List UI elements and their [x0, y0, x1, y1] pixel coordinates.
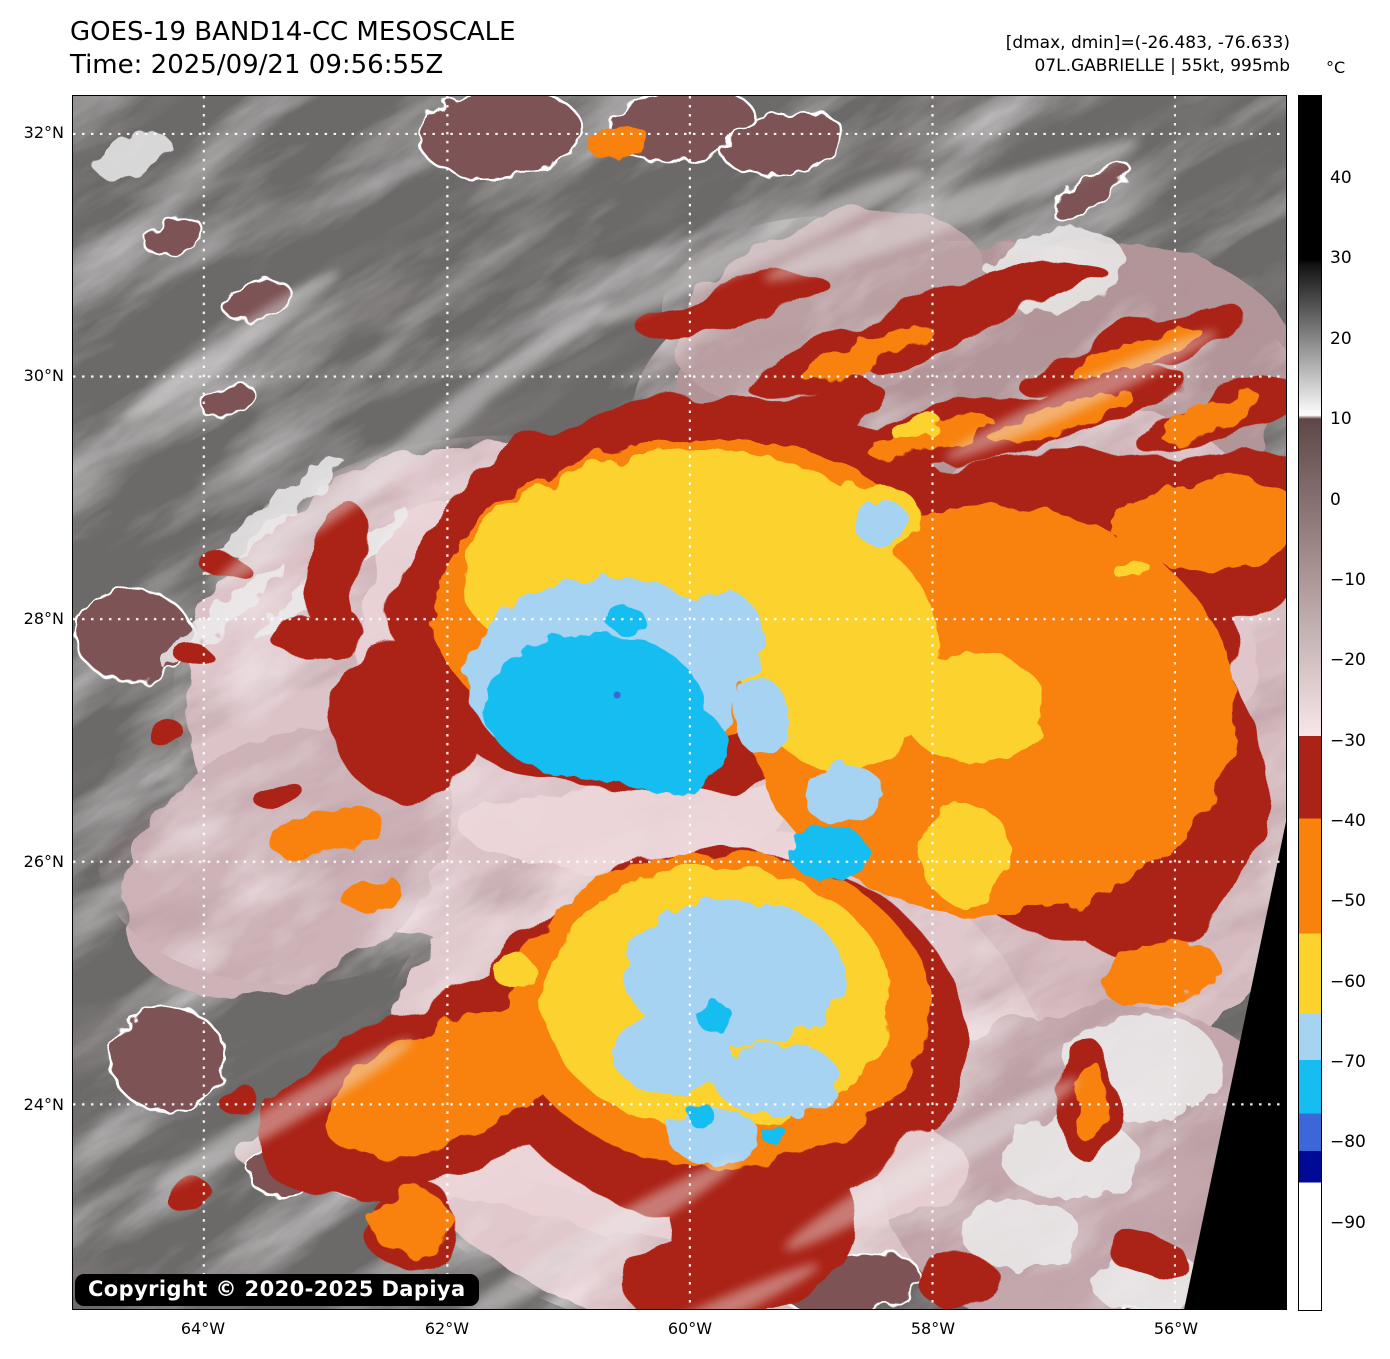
lon-label: 58°W — [910, 1319, 956, 1338]
colorbar-tick-label: −60 — [1330, 971, 1366, 992]
header-right: [dmax, dmin]=(-26.483, -76.633) 07L.GABR… — [1006, 32, 1290, 78]
lat-label: 26°N — [23, 852, 64, 872]
colorbar-tick-label: 40 — [1330, 168, 1352, 189]
colorbar-tick-label: −70 — [1330, 1052, 1366, 1073]
storm-info: 07L.GABRIELLE | 55kt, 995mb — [1034, 56, 1290, 76]
colorbar-tick-label: 10 — [1330, 409, 1352, 430]
colorbar-tick-label: −40 — [1330, 811, 1366, 832]
figure-title: GOES-19 BAND14-CC MESOSCALE — [70, 17, 516, 47]
lon-label: 56°W — [1153, 1319, 1199, 1338]
satellite-image — [73, 96, 1286, 1309]
colorbar-tick-label: 0 — [1330, 489, 1341, 510]
copyright-badge: Copyright © 2020-2025 Dapiya — [75, 1274, 479, 1306]
map-panel: Copyright © 2020-2025 Dapiya — [72, 95, 1287, 1310]
figure-timestamp: Time: 2025/09/21 09:56:55Z — [70, 50, 444, 80]
extreme-cold-pixel — [613, 691, 621, 699]
lat-label: 32°N — [23, 123, 64, 143]
cirrus-streaks — [126, 140, 1218, 1309]
colorbar-tick-label: −90 — [1330, 1212, 1366, 1233]
colorbar-tick-label: −10 — [1330, 569, 1366, 590]
colorbar-tick-label: −50 — [1330, 891, 1366, 912]
coldest-tops-cyan — [484, 605, 869, 1145]
colorbar-tick-label: 30 — [1330, 248, 1352, 269]
colorbar-tick-label: −80 — [1330, 1132, 1366, 1153]
colorbar-tick-label: −30 — [1330, 730, 1366, 751]
colorbar-tick-label: 20 — [1330, 328, 1352, 349]
lon-label: 60°W — [667, 1319, 713, 1338]
lon-label: 64°W — [180, 1319, 226, 1338]
colorbar-tick-label: −20 — [1330, 650, 1366, 671]
colorbar — [1298, 95, 1322, 1311]
range-info: [dmax, dmin]=(-26.483, -76.633) — [1005, 33, 1290, 53]
lat-label: 28°N — [23, 609, 64, 629]
lat-label: 24°N — [23, 1095, 64, 1115]
lon-label: 62°W — [424, 1319, 470, 1338]
lat-label: 30°N — [23, 366, 64, 386]
colorbar-unit-label: °C — [1326, 58, 1346, 77]
